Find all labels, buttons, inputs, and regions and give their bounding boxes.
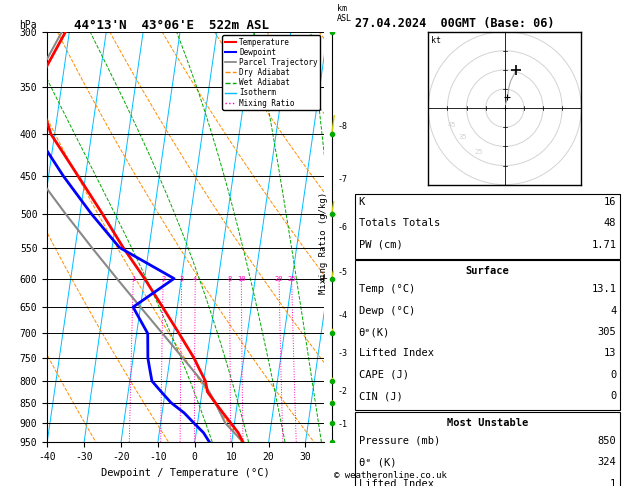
Text: Most Unstable: Most Unstable: [447, 418, 528, 428]
Text: 1: 1: [610, 479, 616, 486]
Text: 850: 850: [598, 436, 616, 446]
Text: kt: kt: [431, 36, 442, 45]
Text: 20: 20: [275, 276, 283, 281]
Text: Lifted Index: Lifted Index: [359, 348, 433, 359]
Text: CAPE (J): CAPE (J): [359, 370, 408, 380]
Text: -4: -4: [337, 311, 347, 320]
Text: PW (cm): PW (cm): [359, 240, 403, 250]
Text: -1: -1: [337, 420, 347, 430]
Text: 1.71: 1.71: [591, 240, 616, 250]
Text: -6: -6: [337, 223, 347, 232]
Text: Totals Totals: Totals Totals: [359, 218, 440, 228]
Text: 3: 3: [179, 276, 184, 281]
Text: Dewp (°C): Dewp (°C): [359, 306, 415, 316]
Text: -2: -2: [337, 387, 347, 397]
Text: -7: -7: [337, 175, 347, 185]
Text: 25: 25: [474, 149, 482, 155]
Text: 48: 48: [604, 218, 616, 228]
Text: 0: 0: [610, 370, 616, 380]
Text: 324: 324: [598, 457, 616, 468]
Text: 35: 35: [459, 134, 467, 140]
Legend: Temperature, Dewpoint, Parcel Trajectory, Dry Adiabat, Wet Adiabat, Isotherm, Mi: Temperature, Dewpoint, Parcel Trajectory…: [223, 35, 320, 110]
Title: 44°13'N  43°06'E  522m ASL: 44°13'N 43°06'E 522m ASL: [74, 18, 269, 32]
Text: 16: 16: [604, 197, 616, 207]
Text: 27.04.2024  00GMT (Base: 06): 27.04.2024 00GMT (Base: 06): [355, 17, 555, 30]
Text: -3: -3: [337, 349, 347, 358]
Text: 305: 305: [598, 327, 616, 337]
Text: km
ASL: km ASL: [337, 4, 352, 23]
Text: CIN (J): CIN (J): [359, 391, 403, 401]
Text: hPa: hPa: [19, 19, 37, 30]
Text: Temp (°C): Temp (°C): [359, 284, 415, 295]
Text: 13: 13: [604, 348, 616, 359]
Text: K: K: [359, 197, 365, 207]
Text: 25: 25: [287, 276, 296, 281]
Text: © weatheronline.co.uk: © weatheronline.co.uk: [333, 471, 447, 480]
Text: 0: 0: [610, 391, 616, 401]
X-axis label: Dewpoint / Temperature (°C): Dewpoint / Temperature (°C): [101, 468, 270, 478]
Text: +: +: [320, 274, 328, 283]
Text: 4: 4: [610, 306, 616, 316]
Text: Lifted Index: Lifted Index: [359, 479, 433, 486]
Text: Surface: Surface: [465, 266, 509, 276]
Text: 45: 45: [447, 122, 456, 128]
Text: 10: 10: [237, 276, 245, 281]
Text: θᵉ(K): θᵉ(K): [359, 327, 390, 337]
Text: -5: -5: [337, 268, 347, 277]
Text: Pressure (mb): Pressure (mb): [359, 436, 440, 446]
Text: 4: 4: [193, 276, 198, 281]
Text: Mixing Ratio (g/kg): Mixing Ratio (g/kg): [320, 192, 328, 294]
Text: 8: 8: [228, 276, 232, 281]
Text: 2: 2: [161, 276, 165, 281]
Text: 13.1: 13.1: [591, 284, 616, 295]
Text: 1: 1: [131, 276, 135, 281]
Text: θᵉ (K): θᵉ (K): [359, 457, 396, 468]
Text: -8: -8: [337, 122, 347, 131]
